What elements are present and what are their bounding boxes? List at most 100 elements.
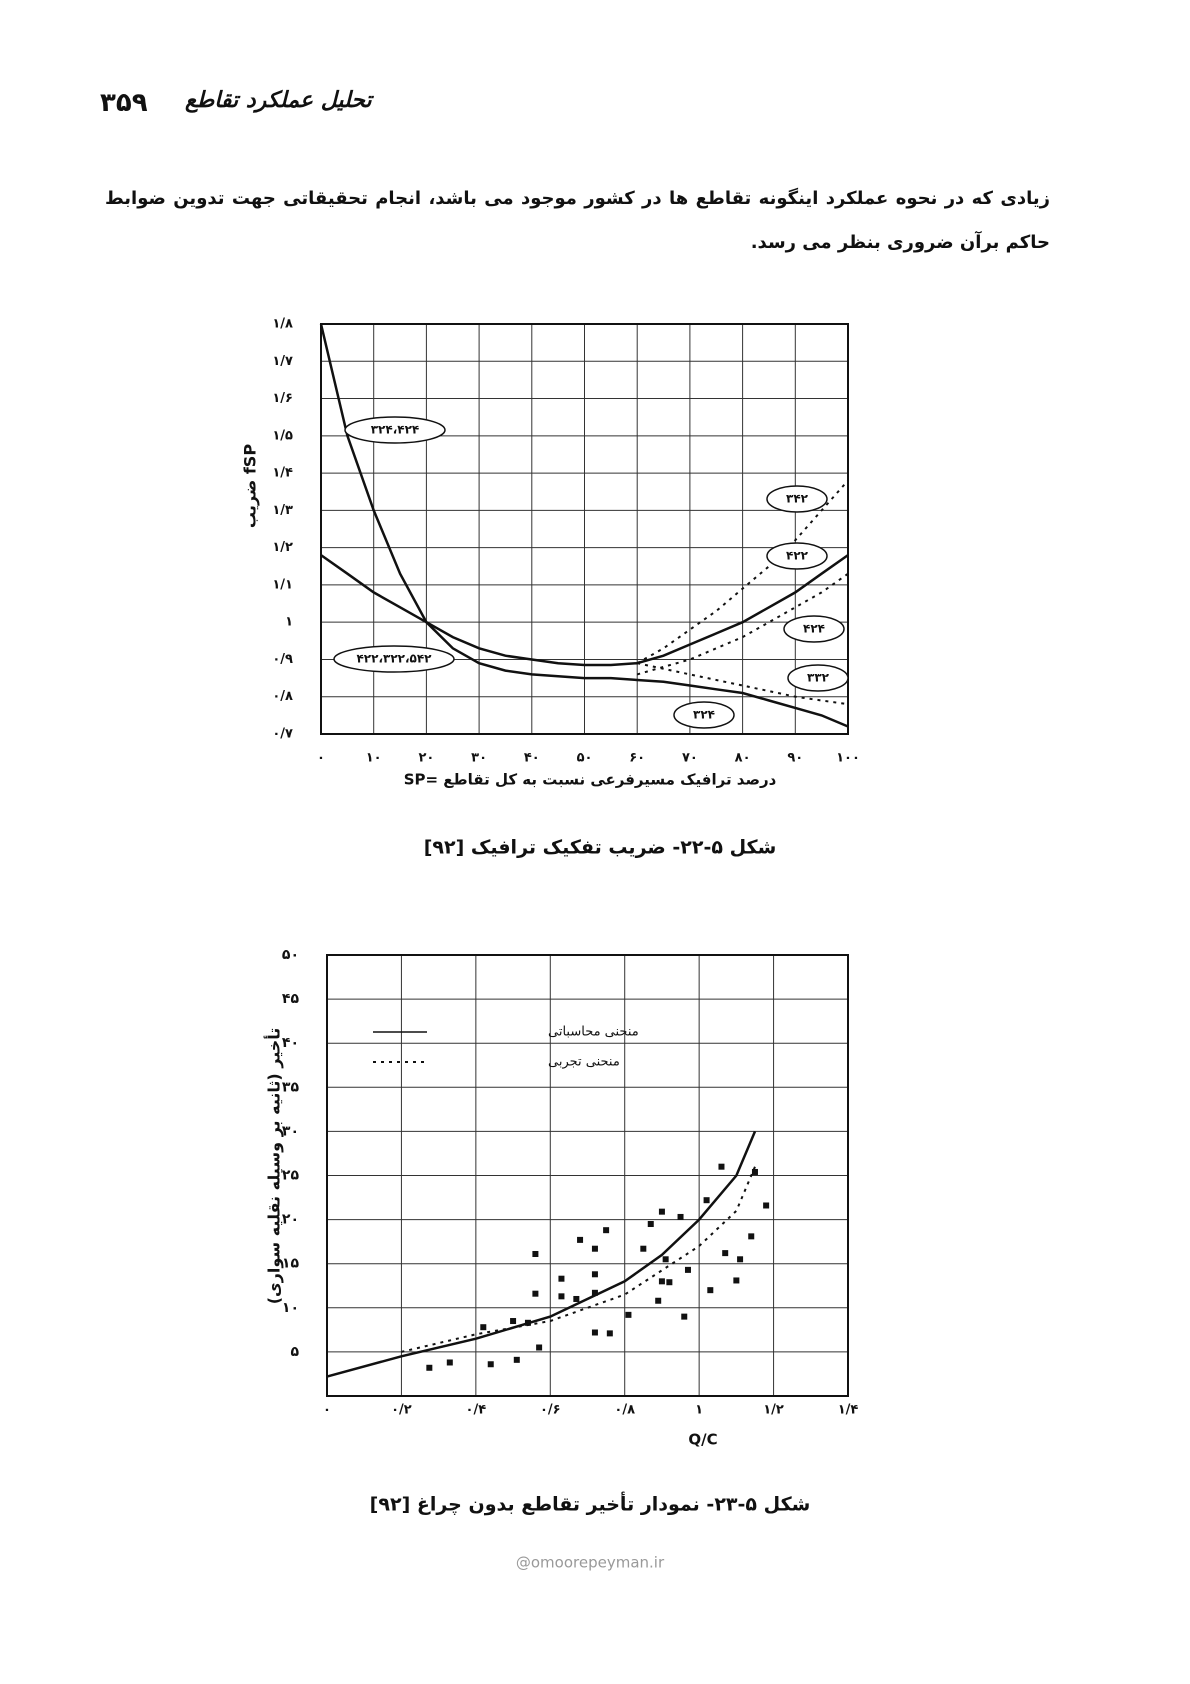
- curve-label-box: [783, 615, 845, 643]
- y-tick-label: ۱/۷: [272, 354, 293, 369]
- x-tick-label: ۶۰: [629, 751, 645, 766]
- data-point: [640, 1245, 647, 1252]
- data-point: [573, 1295, 580, 1302]
- y-tick-label: ۲۵: [282, 1168, 300, 1184]
- data-point: [532, 1290, 539, 1297]
- series-line: [637, 678, 849, 728]
- x-tick-label: ۰/۸: [614, 1403, 635, 1418]
- data-point: [647, 1221, 654, 1228]
- data-point: [722, 1250, 729, 1257]
- x-tick-label: ۱: [695, 1403, 703, 1418]
- data-point: [658, 1278, 665, 1285]
- y-tick-label: ۱۰: [282, 1300, 299, 1316]
- data-point: [684, 1266, 691, 1273]
- curve-label-box: [344, 416, 446, 444]
- x-tick-label: ۰/۲: [391, 1403, 412, 1418]
- data-point: [446, 1359, 453, 1366]
- paragraph-line: حاکم برآن ضروری بنظر می رسد.: [750, 232, 1050, 253]
- figure-caption: شکل ۵-۲۳- نمودار تأخیر تقاطع بدون چراغ […: [370, 1492, 811, 1516]
- plot-frame: [326, 954, 849, 1397]
- data-point: [748, 1233, 755, 1240]
- curve-label-box: [766, 485, 828, 513]
- data-point: [733, 1277, 740, 1284]
- curve-label: ۳۲۴،۴۲۴: [371, 423, 420, 437]
- data-point: [677, 1213, 684, 1220]
- data-point: [707, 1287, 714, 1294]
- series-line: [326, 1130, 757, 1378]
- watermark: @omoorepeyman.ir: [516, 1554, 665, 1572]
- x-tick-label: ۹۰: [787, 751, 803, 766]
- data-point: [558, 1275, 565, 1282]
- y-tick-label: ۴۵: [282, 991, 300, 1007]
- y-tick-label: ۵: [290, 1344, 299, 1360]
- data-point: [625, 1311, 632, 1318]
- data-point: [751, 1168, 758, 1175]
- data-point: [558, 1293, 565, 1300]
- x-tick-label: ۰/۴: [466, 1403, 487, 1418]
- data-point: [591, 1329, 598, 1336]
- data-point: [662, 1256, 669, 1263]
- y-tick-label: ۱/۴: [272, 466, 293, 481]
- x-tick-label: ۳۰: [471, 751, 487, 766]
- data-point: [606, 1330, 613, 1337]
- data-point: [737, 1256, 744, 1263]
- curve-label: ۴۲۴: [803, 622, 825, 636]
- y-tick-label: ۰/۹: [272, 652, 293, 667]
- plot-frame: [320, 323, 849, 735]
- paragraph-line: زیادی که در نحوه عملکرد اینگونه تقاطع ها…: [105, 188, 1050, 209]
- y-tick-label: ۱/۲: [272, 540, 293, 555]
- curve-label-box: [333, 645, 455, 673]
- x-tick-label: ۸۰: [735, 751, 751, 766]
- y-tick-label: ۱/۶: [272, 391, 293, 406]
- x-tick-label: ۵۰: [577, 751, 593, 766]
- data-point: [513, 1356, 520, 1363]
- y-axis-label: ضریب fSP: [241, 444, 260, 528]
- y-tick-label: ۱۵: [282, 1256, 300, 1272]
- data-point: [681, 1313, 688, 1320]
- data-point: [658, 1208, 665, 1215]
- data-point: [510, 1318, 517, 1325]
- y-tick-label: ۰/۸: [272, 689, 293, 704]
- y-tick-label: ۳۵: [282, 1079, 300, 1095]
- x-tick-label: ۱/۲: [763, 1403, 784, 1418]
- y-tick-label: ۳۰: [282, 1123, 299, 1139]
- data-point: [603, 1227, 610, 1234]
- y-tick-label: ۱/۸: [272, 317, 293, 332]
- curve-label: ۴۲۲: [786, 549, 809, 563]
- x-tick-label: ۷۰: [682, 751, 698, 766]
- curve-label: ۳۲۴: [693, 708, 715, 722]
- series-line: [636, 554, 849, 665]
- legend-label: منحنی تجربی: [548, 1055, 620, 1070]
- curve-label: ۳۳۲: [807, 671, 830, 685]
- page-number: ۳۵۹: [100, 88, 148, 118]
- curve-label: ۳۴۲: [786, 492, 809, 506]
- running-title: تحلیل عملکرد تقاطع: [185, 88, 372, 113]
- data-point: [524, 1319, 531, 1326]
- y-tick-label: ۲۰: [282, 1212, 299, 1228]
- y-tick-label: ۰/۷: [272, 727, 293, 742]
- data-point: [718, 1163, 725, 1170]
- series-line: [320, 554, 638, 667]
- data-point: [763, 1202, 770, 1209]
- data-point: [666, 1279, 673, 1286]
- data-point: [487, 1361, 494, 1368]
- series-line: [401, 1166, 756, 1353]
- x-tick-label: ۱۰۰: [836, 751, 860, 766]
- figure-caption: شکل ۵-۲۲- ضریب تفکیک ترافیک [۹۲]: [424, 837, 777, 859]
- data-point: [536, 1344, 543, 1351]
- y-tick-label: ۱/۵: [272, 428, 293, 443]
- series-line: [636, 479, 849, 665]
- data-point: [591, 1271, 598, 1278]
- x-tick-label: ۰: [317, 751, 325, 766]
- x-tick-label: ۱۰: [366, 751, 382, 766]
- curve-label: ۴۲۲،۳۲۲،۵۴۲: [356, 652, 432, 666]
- data-point: [480, 1324, 487, 1331]
- x-axis-label: Q/C: [688, 1431, 717, 1449]
- data-point: [703, 1197, 710, 1204]
- y-tick-label: ۱: [285, 615, 293, 630]
- data-point: [591, 1289, 598, 1296]
- data-point: [577, 1236, 584, 1243]
- series-line: [319, 323, 638, 682]
